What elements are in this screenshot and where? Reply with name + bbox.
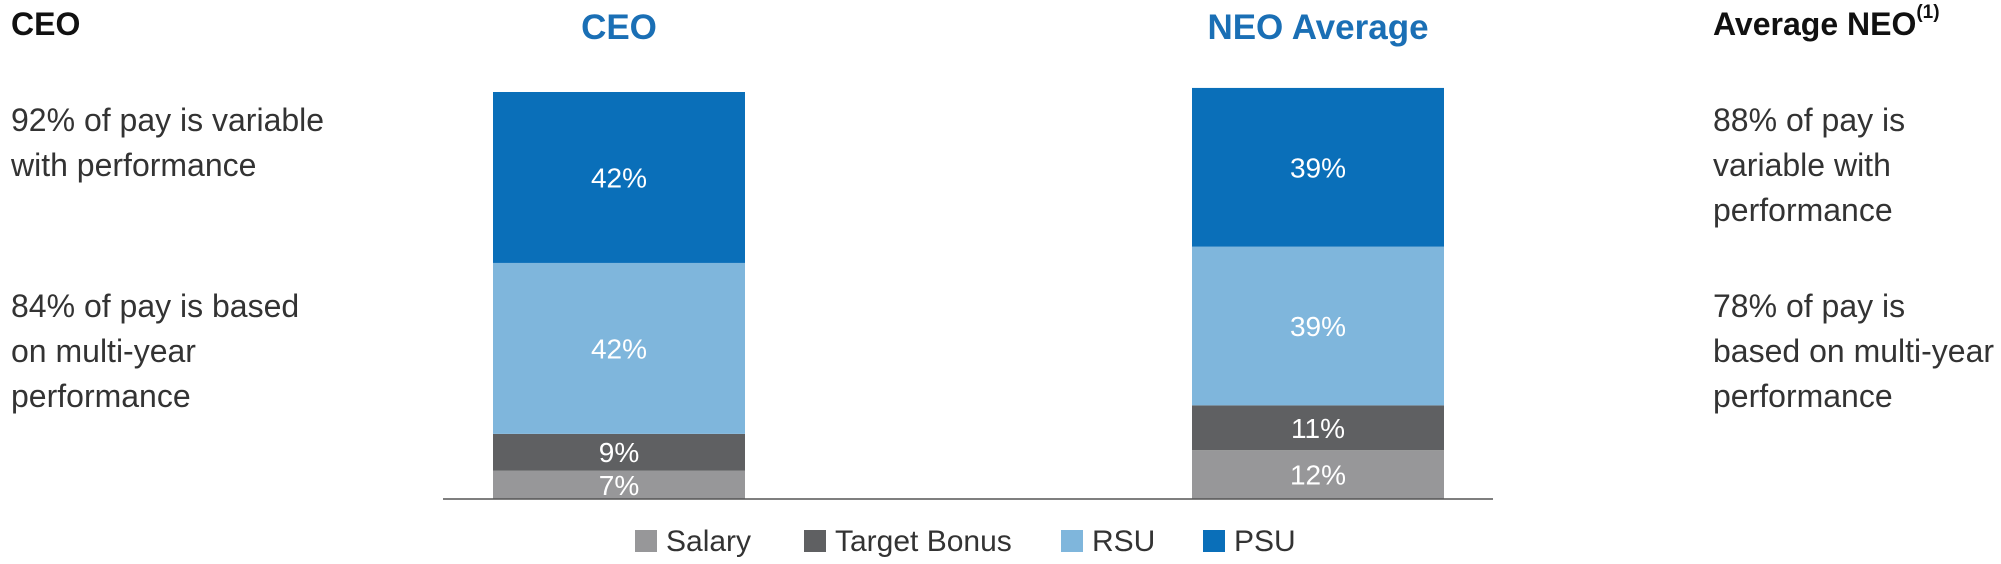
bar-neo-average-salary: [1192, 450, 1444, 499]
neo-summary-heading-text: Average NEO: [1713, 6, 1917, 42]
bar-neo-average-psu: [1192, 87, 1444, 247]
bar-ceo-target-bonus: [493, 433, 745, 471]
legend-label-rsu: RSU: [1092, 525, 1155, 558]
bar-neo-average-target-bonus: [1192, 405, 1444, 451]
neo-summary-panel: Average NEO(1) 88% of pay is variable wi…: [1713, 0, 2001, 414]
legend-label-target-bonus: Target Bonus: [835, 525, 1012, 558]
bar-title-neo-average: NEO Average: [1207, 8, 1428, 47]
legend-swatch-salary: [635, 530, 657, 552]
label-neo-average-salary: 12%: [1290, 460, 1346, 491]
neo-summary-heading: Average NEO(1): [1713, 2, 2001, 43]
bar-ceo-psu: [493, 92, 745, 263]
label-neo-average-target-bonus: 11%: [1291, 413, 1345, 444]
label-ceo-target-bonus: 9%: [599, 437, 639, 468]
legend-label-psu: PSU: [1234, 525, 1296, 558]
bar-ceo-salary: [493, 470, 745, 499]
ceo-summary-heading: CEO: [11, 6, 81, 42]
label-ceo-salary: 7%: [599, 470, 639, 501]
legend-label-salary: Salary: [666, 525, 751, 558]
ceo-summary-panel: CEO 92% of pay is variable with performa…: [11, 0, 341, 414]
label-neo-average-rsu: 39%: [1290, 311, 1346, 342]
neo-variable-pay-text: 88% of pay is variable with performance: [1713, 102, 1906, 228]
neo-multiyear-pay-text: 78% of pay is based on multi-year perfor…: [1713, 288, 1995, 414]
ceo-variable-pay-text: 92% of pay is variable with performance: [11, 102, 325, 183]
bar-neo-average-rsu: [1192, 246, 1444, 406]
label-neo-average-psu: 39%: [1290, 152, 1346, 183]
legend-swatch-rsu: [1061, 530, 1083, 552]
footnote-marker: (1): [1916, 2, 1940, 23]
bar-ceo-rsu: [493, 262, 745, 434]
label-ceo-rsu: 42%: [591, 333, 647, 364]
bar-title-ceo: CEO: [581, 8, 657, 47]
label-ceo-psu: 42%: [591, 162, 647, 193]
ceo-multiyear-pay-text: 84% of pay is based on multi-year perfor…: [11, 288, 300, 414]
legend-swatch-target-bonus: [804, 530, 826, 552]
legend-swatch-psu: [1203, 530, 1225, 552]
